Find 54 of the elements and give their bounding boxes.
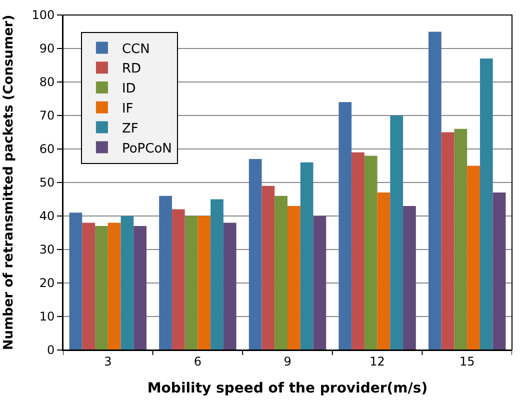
bar <box>454 128 468 350</box>
y-tick-label: 0 <box>46 343 55 358</box>
bar <box>120 216 134 350</box>
y-tick-label: 40 <box>39 209 55 224</box>
legend-label: PoPCoN <box>122 141 172 156</box>
bar <box>300 162 314 350</box>
legend-label: IF <box>122 101 134 116</box>
bar <box>313 216 326 350</box>
bar <box>198 216 211 350</box>
bar <box>159 196 172 350</box>
x-tick-label: 15 <box>459 354 475 368</box>
y-tick-label: 90 <box>39 42 55 56</box>
y-tick-label: 80 <box>39 75 55 90</box>
y-tick-label: 100 <box>32 8 55 22</box>
legend-label: ZF <box>122 121 138 136</box>
bar <box>467 166 480 350</box>
bar <box>403 206 416 350</box>
legend-label: RD <box>122 62 142 77</box>
y-tick-label: 70 <box>39 108 55 123</box>
y-tick-label: 10 <box>39 310 55 324</box>
y-tick-label: 20 <box>39 276 55 290</box>
bar <box>352 152 364 350</box>
bar <box>172 209 185 350</box>
bar <box>248 159 262 350</box>
bar <box>338 102 352 350</box>
bar <box>390 116 404 350</box>
bar <box>364 156 378 350</box>
legend-label: ID <box>122 82 136 97</box>
bar <box>223 222 236 350</box>
bar <box>108 222 121 350</box>
y-tick-label: 60 <box>39 142 55 156</box>
x-tick-label: 3 <box>104 354 112 368</box>
bar <box>134 226 147 350</box>
x-axis-title: Mobility speed of the provider(m/s) <box>147 380 428 397</box>
bar <box>184 216 198 350</box>
bar <box>480 58 493 350</box>
x-tick-label: 9 <box>284 354 292 368</box>
legend-label: CCN <box>122 42 150 57</box>
bar <box>82 222 96 350</box>
bar <box>95 226 108 350</box>
bar <box>492 192 506 350</box>
bar <box>377 192 390 350</box>
bar <box>69 212 82 350</box>
x-tick-label: 6 <box>194 354 202 368</box>
bar <box>441 132 454 350</box>
x-tick-label: 12 <box>370 354 385 368</box>
bar <box>428 32 442 350</box>
y-tick-label: 30 <box>39 242 55 257</box>
y-tick-label: 50 <box>39 176 55 190</box>
y-axis-title: Number of retransmitted packets (Consumer) <box>2 14 17 350</box>
bar <box>210 199 224 350</box>
bar <box>288 206 300 350</box>
bar <box>262 186 275 350</box>
bar <box>274 196 288 350</box>
